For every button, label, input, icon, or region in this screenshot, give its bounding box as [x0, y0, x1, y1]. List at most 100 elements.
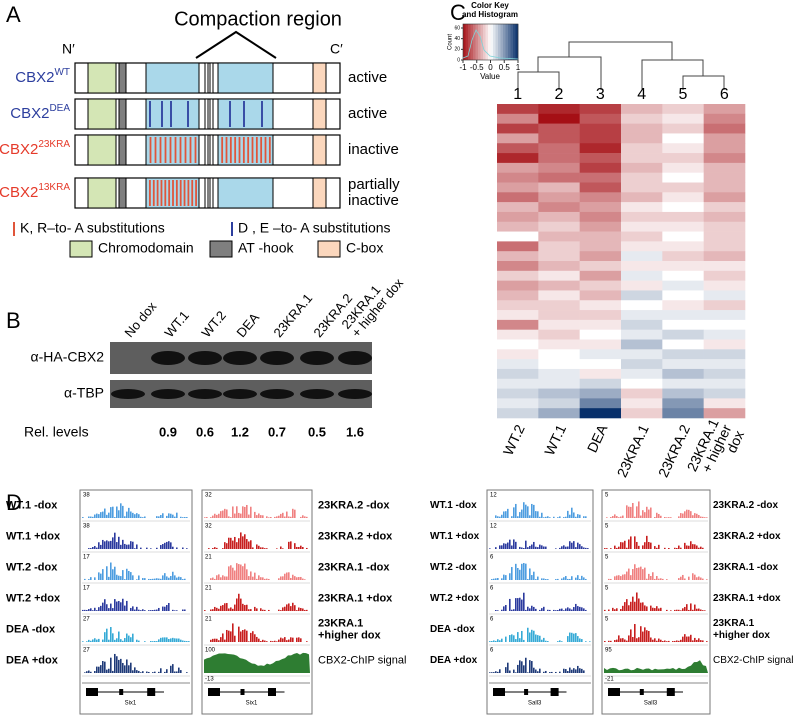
track-bar	[184, 578, 186, 580]
track-bar	[624, 540, 626, 549]
track-bar	[108, 668, 110, 673]
track-bar	[531, 629, 533, 642]
panel-label: A	[6, 2, 21, 27]
panel-label: B	[6, 308, 21, 333]
track-label: 23KRA.1 +dox	[713, 593, 781, 604]
track-bar	[620, 638, 622, 642]
count-tick-label: 20	[454, 47, 460, 53]
track-bar	[126, 568, 128, 580]
track-bar	[509, 573, 511, 580]
track-bar	[559, 608, 561, 611]
track-bar	[569, 667, 571, 673]
track-bar	[170, 513, 172, 518]
track-bar	[144, 610, 146, 611]
key-swatch	[463, 24, 466, 60]
track-bar	[306, 609, 308, 611]
track-scale: 21	[205, 586, 212, 592]
track-bar	[266, 578, 268, 580]
track-bar	[258, 575, 260, 580]
track-bar	[626, 547, 628, 549]
track-label: +higher dox	[318, 629, 382, 641]
track-bar	[702, 547, 704, 549]
track-label: 23KRA.1	[318, 617, 363, 629]
track-bar	[138, 640, 140, 642]
heatmap-cell	[703, 368, 746, 380]
track-bar	[228, 566, 230, 580]
track-bar	[178, 576, 180, 580]
track-bar	[254, 511, 256, 518]
heatmap-cell	[497, 153, 539, 164]
track-bar	[96, 666, 98, 673]
track-bar	[298, 637, 300, 642]
track-bar	[658, 608, 660, 611]
track-bar	[569, 541, 571, 549]
track-bar	[210, 517, 212, 518]
track-bar	[678, 640, 680, 642]
heatmap-cell	[621, 133, 663, 144]
heatmap-cell	[662, 408, 704, 419]
heatmap-cell	[497, 241, 539, 252]
heatmap-cell	[662, 192, 704, 203]
track-bar	[256, 608, 258, 611]
track-bar	[495, 578, 497, 580]
heatmap-cell	[497, 349, 539, 360]
track-bar	[654, 638, 656, 642]
track-bar	[493, 672, 495, 673]
track-bar	[505, 636, 507, 642]
track-bar	[632, 636, 634, 642]
track-bar	[234, 635, 236, 642]
track-bar	[541, 545, 543, 549]
track-bar	[656, 575, 658, 580]
track-bar	[632, 596, 634, 611]
track-bar	[535, 546, 537, 549]
heatmap-cell	[497, 329, 539, 340]
track-bar	[158, 671, 160, 673]
track-bar	[120, 503, 122, 518]
track-bar	[206, 517, 208, 518]
track-bar	[567, 510, 569, 518]
track-scale: 21	[205, 555, 212, 561]
track-bar	[525, 563, 527, 580]
track-bar	[541, 578, 543, 580]
track-bar	[575, 547, 577, 549]
band	[188, 351, 222, 365]
heatmap-cell	[579, 241, 622, 252]
track-bar	[620, 542, 622, 549]
track-bar	[543, 546, 545, 549]
gene-exon	[639, 689, 644, 695]
track-bar	[126, 600, 128, 611]
track-bar	[222, 575, 224, 580]
track-bar	[166, 637, 168, 642]
heatmap-cell	[579, 104, 622, 115]
heatmap-cell	[579, 113, 622, 124]
track-bar	[296, 637, 298, 642]
track-bar	[533, 571, 535, 580]
track-bar	[236, 506, 238, 518]
heatmap-cell	[538, 280, 580, 291]
heatmap-cell	[497, 388, 539, 399]
track-bar	[581, 546, 583, 549]
heatmap-cell	[579, 231, 622, 242]
track-bar	[628, 605, 630, 611]
track-bar	[543, 578, 545, 580]
heatmap-cell	[538, 329, 580, 340]
track-bar	[644, 512, 646, 518]
rel-value: 0.6	[196, 424, 214, 439]
track-bar	[517, 632, 519, 642]
track-scale: 5	[605, 586, 609, 592]
column-label: WT.2	[500, 422, 528, 458]
track-bar	[644, 605, 646, 611]
heatmap-cell	[662, 221, 704, 232]
track-bar	[660, 639, 662, 642]
track-bar	[668, 640, 670, 642]
track-bar	[90, 608, 92, 611]
track-bar	[604, 548, 606, 549]
key-tick-label: 0	[488, 63, 493, 72]
track-bar	[642, 631, 644, 642]
spacer	[204, 98, 209, 130]
track-bar	[614, 609, 616, 611]
rel-value: 1.2	[231, 424, 249, 439]
track-bar	[174, 638, 176, 642]
gene-exon	[208, 688, 220, 696]
track-bar	[84, 578, 86, 580]
